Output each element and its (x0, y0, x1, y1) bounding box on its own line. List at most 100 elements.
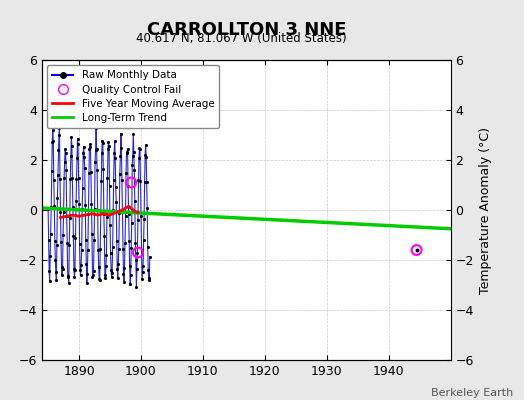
Point (133, 266, 141, 272)
Point (87, 169, 95, 175)
Point (84, 211, 93, 217)
Point (110, 150, 118, 156)
Point (112, 184, 120, 190)
Point (50, 203, 59, 209)
Point (88, 231, 96, 237)
Point (65, 242, 73, 248)
Point (107, 274, 116, 280)
Point (49, 127, 57, 133)
Point (56, 176, 64, 182)
Point (85, 170, 93, 176)
Point (88, 201, 96, 207)
Point (135, 144, 144, 151)
Point (59, 232, 67, 238)
Point (81, 202, 90, 208)
Point (134, 177, 143, 184)
Point (94, 264, 103, 271)
Point (81, 165, 89, 171)
Point (126, 280, 134, 287)
Point (111, 138, 119, 144)
Point (105, 182, 114, 189)
Point (69, 204, 77, 210)
Point (137, 247, 146, 254)
Point (120, 279, 128, 285)
Point (104, 139, 113, 145)
Point (107, 266, 115, 273)
Point (119, 246, 127, 252)
Point (128, 153, 137, 160)
Point (100, 233, 108, 240)
Point (146, 254, 154, 260)
Point (45, 268, 53, 274)
Point (85, 146, 94, 152)
Point (123, 149, 131, 155)
Point (90, 236, 98, 243)
Point (128, 162, 136, 168)
Point (114, 275, 122, 281)
Point (86, 143, 94, 150)
Point (92, 125, 100, 131)
Point (133, 250, 141, 256)
Point (91, 159, 99, 165)
Point (104, 146, 112, 152)
Point (127, 245, 135, 251)
Point (84, 247, 92, 253)
Point (69, 232, 78, 239)
Point (129, 149, 138, 156)
Point (98, 137, 106, 144)
Point (48, 168, 56, 174)
Point (79, 185, 87, 191)
Point (72, 176, 81, 182)
Point (122, 169, 130, 176)
Point (63, 240, 71, 246)
Point (83, 271, 92, 277)
Point (145, 275, 153, 281)
Point (77, 262, 85, 268)
Point (113, 237, 121, 244)
Point (125, 238, 133, 244)
Point (83, 280, 91, 286)
Point (125, 262, 134, 269)
Point (60, 158, 69, 165)
Point (101, 275, 110, 281)
Point (82, 237, 90, 244)
Point (93, 206, 102, 213)
Point (134, 217, 142, 223)
Point (117, 145, 126, 151)
Point (112, 198, 121, 205)
Point (96, 207, 105, 214)
Point (71, 266, 79, 273)
Point (108, 270, 116, 276)
Point (73, 154, 81, 161)
Point (55, 124, 63, 131)
Point (144, 266, 152, 273)
Point (132, 284, 140, 290)
Point (113, 266, 122, 272)
Point (144, 244, 152, 250)
Point (46, 253, 54, 260)
Point (62, 213, 71, 219)
Point (77, 272, 85, 278)
Point (86, 141, 95, 147)
Point (99, 140, 107, 146)
Point (54, 147, 63, 154)
Point (70, 274, 79, 280)
Point (55, 132, 63, 138)
Point (143, 179, 151, 186)
Point (66, 176, 74, 182)
Point (103, 175, 112, 181)
Point (67, 134, 75, 140)
Point (47, 231, 55, 237)
Point (89, 272, 97, 278)
Point (78, 206, 86, 212)
Point (131, 240, 139, 246)
Point (97, 150, 106, 156)
Point (47, 204, 56, 210)
Point (106, 250, 115, 256)
Point (68, 142, 76, 149)
Point (102, 252, 111, 258)
Point (119, 271, 128, 277)
Point (106, 222, 114, 228)
Point (67, 152, 75, 159)
Point (137, 213, 145, 220)
